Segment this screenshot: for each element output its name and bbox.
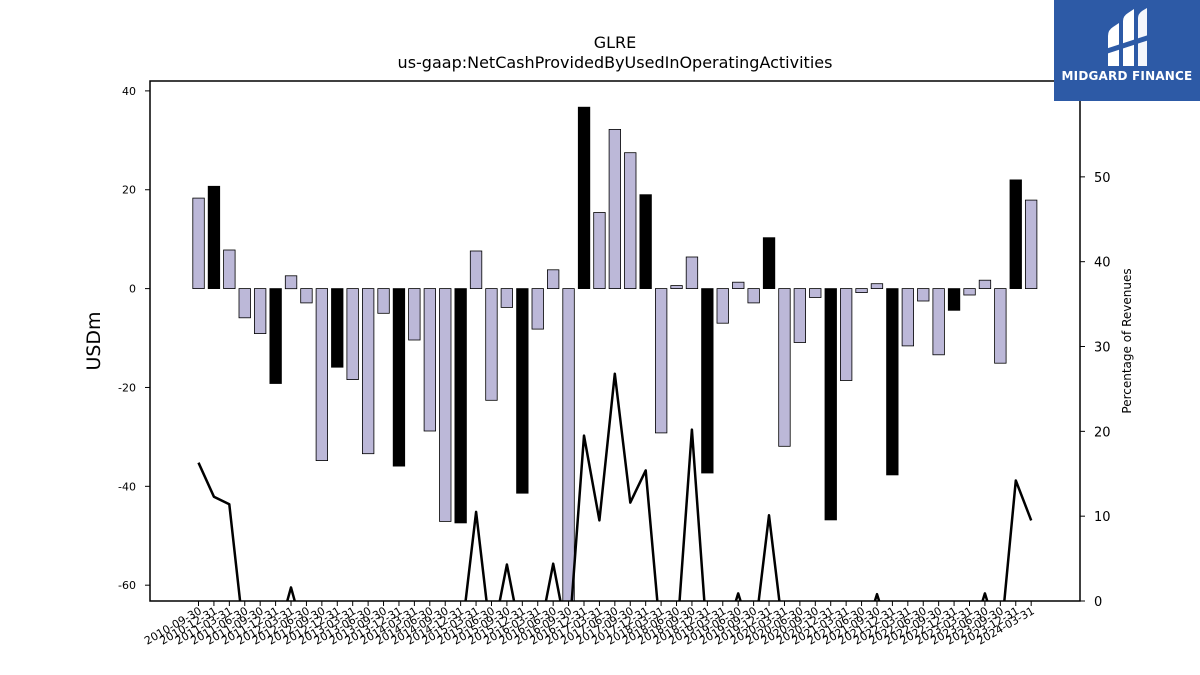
midgard-finance-logo: MIDGARD FINANCE (1054, 0, 1200, 101)
bar (1009, 179, 1022, 289)
y2-tick-label: 20 (1094, 425, 1111, 440)
y2-axis-label: Percentage of Revenues (1120, 268, 1134, 413)
bar (932, 288, 945, 356)
bar (732, 281, 745, 290)
bar (331, 288, 344, 368)
bar (377, 288, 390, 314)
y-tick-label: -60 (118, 579, 136, 592)
bar (485, 288, 498, 401)
bar (901, 288, 914, 347)
bar (223, 249, 236, 289)
bar (778, 288, 791, 447)
bar (716, 288, 729, 324)
bar (361, 288, 375, 455)
bar (963, 288, 976, 296)
y2-tick-label: 30 (1094, 341, 1111, 356)
bar (747, 288, 760, 304)
bar (685, 256, 699, 290)
brand-name: MIDGARD FINANCE (1061, 69, 1193, 83)
bar (284, 275, 298, 290)
bar (423, 288, 437, 432)
bar (392, 288, 406, 467)
y-tick-label: 0 (129, 283, 136, 296)
y2-tick-label: 10 (1094, 510, 1111, 525)
bar (577, 106, 591, 289)
bar (531, 288, 544, 330)
bar (500, 288, 514, 308)
y2-tick-label: 50 (1094, 171, 1111, 186)
y-tick-label: -40 (118, 480, 136, 493)
bar (978, 279, 992, 290)
bar (994, 288, 1007, 364)
bar (624, 152, 637, 289)
bar (469, 250, 483, 289)
bar (593, 212, 606, 289)
bar (870, 283, 884, 290)
bar (269, 288, 282, 384)
chart-title: GLRE (594, 33, 637, 52)
plot-frame (149, 80, 1081, 602)
bar (840, 288, 853, 381)
bar (793, 288, 806, 343)
chart-subtitle: us-gaap:NetCashProvidedByUsedInOperating… (398, 53, 833, 72)
y2-tick-label: 0 (1094, 595, 1102, 610)
bar (824, 288, 837, 521)
bar (809, 288, 822, 298)
y-axis-label: USDm (83, 311, 105, 370)
bar (762, 237, 776, 289)
bar (300, 288, 313, 304)
bar (547, 269, 560, 289)
bar (562, 288, 575, 602)
series-line (197, 372, 1033, 601)
bar (947, 288, 961, 311)
bar (439, 288, 452, 522)
bar (408, 288, 421, 341)
bar (315, 288, 329, 462)
bar (253, 288, 267, 335)
bar (1025, 199, 1038, 290)
bar (608, 128, 621, 289)
bar (886, 288, 899, 476)
y-tick-label: 40 (122, 85, 136, 98)
bar (855, 288, 868, 294)
bar (207, 185, 221, 290)
bar (917, 288, 930, 302)
bar (346, 288, 359, 381)
bar (238, 288, 251, 319)
bar (454, 288, 467, 524)
bar (701, 288, 714, 474)
bar (670, 285, 683, 290)
bar (655, 288, 668, 434)
bar (516, 288, 529, 494)
bar (639, 194, 652, 289)
y-tick-label: -20 (118, 381, 136, 394)
brand-mark-icon (1104, 8, 1150, 66)
y2-tick-label: 40 (1094, 256, 1111, 271)
y-tick-label: 20 (122, 184, 136, 197)
bar (192, 197, 205, 290)
